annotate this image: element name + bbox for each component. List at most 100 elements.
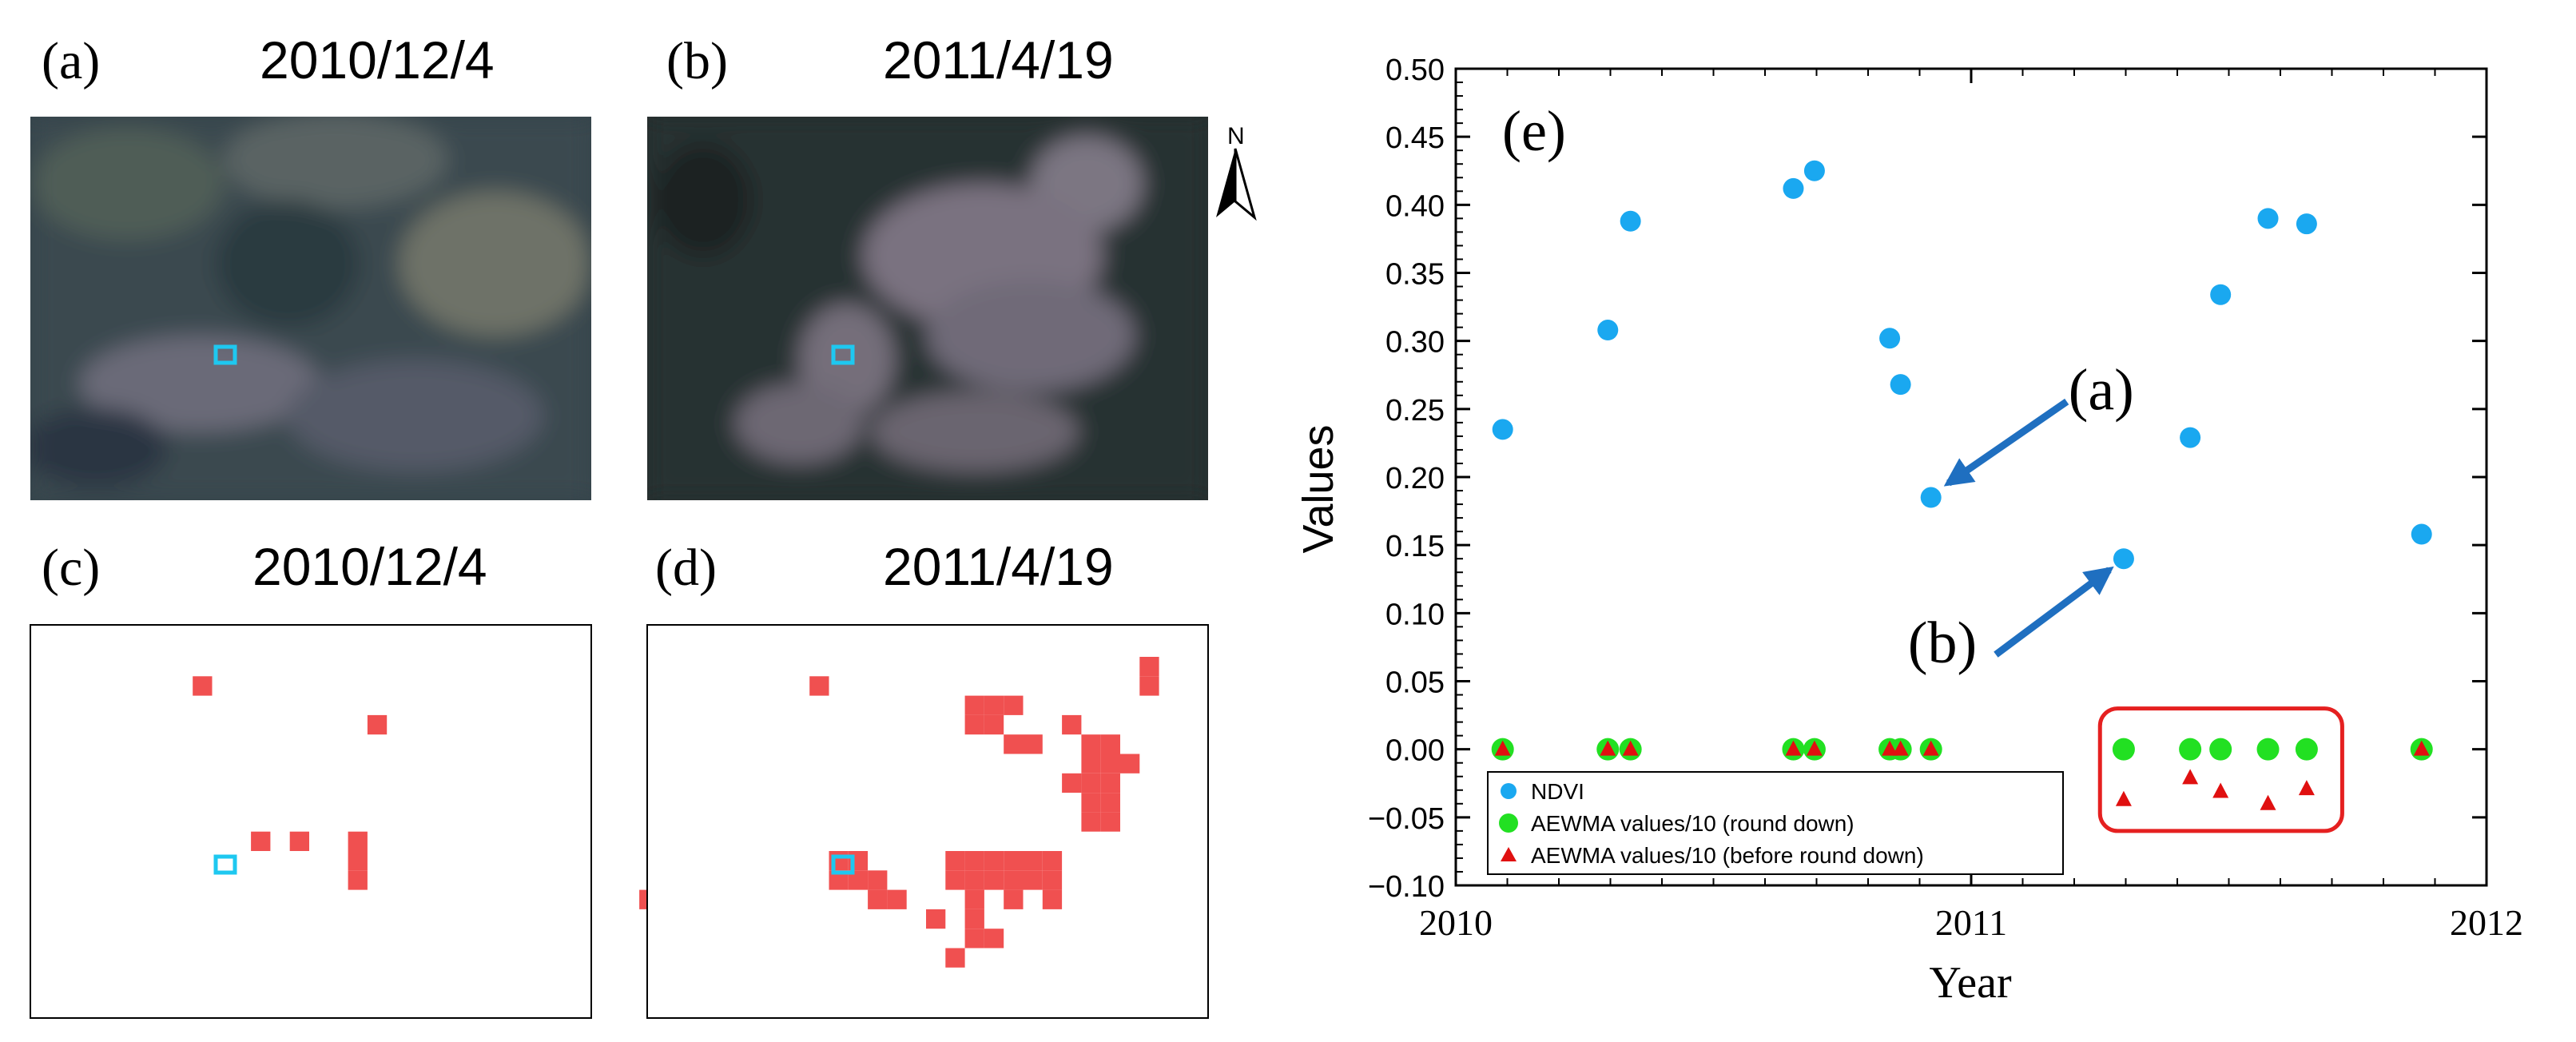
y-tick-label: 0.05 bbox=[1385, 666, 1445, 700]
ndvi-point bbox=[2257, 208, 2279, 229]
change-pixel-d-46 bbox=[964, 909, 984, 929]
change-pixel-d-7 bbox=[984, 714, 1004, 735]
aewma-round-point bbox=[2179, 738, 2202, 761]
change-pixel-d-21 bbox=[1081, 812, 1101, 832]
change-pixel-d-4 bbox=[984, 695, 1004, 715]
y-axis: −0.10 −0.05 0.00 0.05 0.10 0.15 0.20 0.25 0.30 0.… bbox=[1368, 54, 2487, 904]
aewma-before-point bbox=[1785, 740, 1802, 756]
aewma-before-point bbox=[2298, 780, 2315, 796]
ndvi-point bbox=[2210, 284, 2232, 305]
aewma-before-point bbox=[2115, 790, 2132, 806]
panel-a-letter: (a) bbox=[42, 32, 100, 90]
change-map-c bbox=[30, 624, 592, 1019]
ndvi-point bbox=[1783, 177, 1804, 199]
change-pixel-d-42 bbox=[964, 889, 984, 909]
annotation-arrow-b bbox=[1994, 566, 2114, 658]
ndvi-point bbox=[1620, 210, 1641, 232]
change-pixel-d-33 bbox=[868, 870, 888, 890]
panel-d-letter: (d) bbox=[655, 539, 717, 597]
x-tick-label: 2010 bbox=[1419, 902, 1493, 943]
change-map-d bbox=[646, 624, 1209, 1019]
north-arrow-icon bbox=[1216, 148, 1257, 221]
change-pixel-d-35 bbox=[964, 870, 984, 890]
series-layer bbox=[1491, 160, 2433, 810]
change-pixel-d-15 bbox=[1120, 754, 1140, 774]
change-pixel-d-12 bbox=[1100, 734, 1120, 754]
ndvi-point bbox=[2113, 548, 2134, 570]
change-pixel-c-0 bbox=[193, 676, 213, 696]
change-pixel-d-16 bbox=[1062, 773, 1082, 793]
aewma-before-point bbox=[2260, 794, 2276, 810]
panel-c-letter: (c) bbox=[42, 539, 100, 597]
change-pixel-d-45 bbox=[926, 909, 946, 929]
change-pixel-d-8 bbox=[1062, 714, 1082, 735]
ndvi-point bbox=[1597, 320, 1619, 341]
legend-label-ndvi: NDVI bbox=[1531, 779, 1584, 804]
change-pixel-d-1 bbox=[1139, 657, 1159, 677]
aewma-before-point bbox=[2212, 782, 2229, 798]
y-tick-label: 0.20 bbox=[1385, 462, 1445, 495]
legend-marker-aewma-round bbox=[1499, 813, 1518, 833]
plot-area bbox=[1454, 67, 2488, 887]
change-pixel-d-36 bbox=[984, 870, 1004, 890]
change-pixel-d-30 bbox=[1042, 851, 1063, 871]
change-pixel-d-41 bbox=[887, 889, 907, 909]
y-tick-label: 0.45 bbox=[1385, 121, 1445, 155]
legend-marker-ndvi bbox=[1501, 783, 1517, 799]
x-tick-label: 2011 bbox=[1935, 902, 2007, 943]
x-axis: 2010 2011 2012 bbox=[1419, 69, 2523, 943]
change-pixel-c-6 bbox=[348, 870, 368, 890]
change-pixel-d-39 bbox=[1042, 870, 1063, 890]
legend-marker-aewma-before bbox=[1501, 847, 1517, 861]
x-axis-title: Year bbox=[1929, 958, 2012, 1008]
y-tick-label: 0.35 bbox=[1385, 258, 1445, 292]
change-pixel-d-0 bbox=[809, 676, 829, 696]
aewma-before-point bbox=[1494, 740, 1511, 756]
change-pixel-c-2 bbox=[251, 831, 271, 851]
aewma-round-point bbox=[2112, 738, 2135, 761]
panel-b-date: 2011/4/19 bbox=[883, 30, 1114, 89]
ndvi-point bbox=[1803, 160, 1825, 181]
change-pixel-d-6 bbox=[964, 714, 984, 735]
annotation-b-label: (b) bbox=[1908, 610, 1977, 676]
change-pixel-c-4 bbox=[348, 831, 368, 851]
legend-label-aewma-round: AEWMA values/10 (round down) bbox=[1531, 811, 1854, 836]
annotation-a-label: (a) bbox=[2069, 358, 2134, 424]
y-tick-label: 0.50 bbox=[1385, 54, 1445, 87]
change-pixel-d-38 bbox=[1023, 870, 1043, 890]
change-pixel-d-5 bbox=[1004, 695, 1024, 715]
y-tick-label: −0.05 bbox=[1368, 802, 1445, 836]
y-tick-label: 0.00 bbox=[1385, 734, 1445, 768]
change-pixel-d-10 bbox=[1023, 734, 1043, 754]
change-pixel-d-27 bbox=[984, 851, 1004, 871]
panel-b-letter: (b) bbox=[666, 32, 728, 90]
legend-label-aewma-before: AEWMA values/10 (before round down) bbox=[1531, 843, 1924, 868]
aewma-round-point bbox=[2209, 738, 2232, 761]
change-pixel-d-25 bbox=[945, 851, 965, 871]
y-tick-label: 0.30 bbox=[1385, 326, 1445, 360]
panel-a-date: 2010/12/4 bbox=[260, 30, 495, 89]
ndvi-point bbox=[2411, 523, 2432, 545]
aewma-before-point bbox=[2413, 740, 2430, 756]
change-pixel-d-29 bbox=[1023, 851, 1043, 871]
change-pixel-d-26 bbox=[964, 851, 984, 871]
north-label: N bbox=[1227, 123, 1245, 149]
change-pixel-d-20 bbox=[1100, 793, 1120, 813]
y-tick-label: 0.25 bbox=[1385, 394, 1445, 428]
ndvi-point bbox=[2296, 213, 2317, 235]
ndvi-point bbox=[1890, 374, 1911, 396]
y-tick-label: −0.10 bbox=[1368, 870, 1445, 904]
annotation-arrow-a bbox=[1943, 398, 2069, 487]
sample-pixel-marker-c bbox=[213, 854, 237, 875]
change-pixel-d-40 bbox=[868, 889, 888, 909]
aewma-before-point bbox=[1622, 740, 1639, 756]
change-pixel-d-17 bbox=[1081, 773, 1101, 793]
change-pixel-d-48 bbox=[984, 929, 1004, 949]
aewma-before-point bbox=[1922, 740, 1939, 756]
change-pixel-d-22 bbox=[1100, 812, 1120, 832]
satellite-image-b bbox=[647, 117, 1208, 500]
change-pixel-d-14 bbox=[1100, 754, 1120, 774]
aewma-before-point bbox=[1882, 740, 1898, 756]
change-pixel-d-19 bbox=[1081, 793, 1101, 813]
